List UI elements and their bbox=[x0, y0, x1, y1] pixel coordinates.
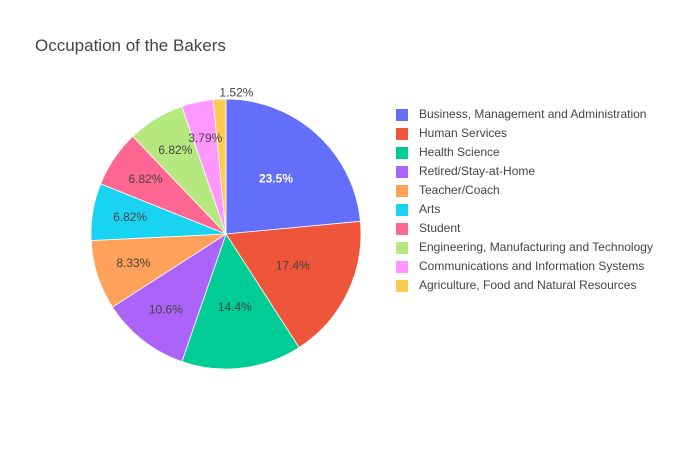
slice-label: 6.82% bbox=[113, 210, 147, 224]
legend-label[interactable]: Retired/Stay-at-Home bbox=[419, 164, 535, 178]
legend-swatch[interactable] bbox=[396, 185, 408, 197]
slice-label: 3.79% bbox=[188, 131, 222, 145]
slice-label: 1.52% bbox=[219, 85, 253, 99]
slice-label: 14.4% bbox=[218, 300, 252, 314]
legend-swatch[interactable] bbox=[396, 147, 408, 159]
slice-label: 8.33% bbox=[116, 256, 150, 270]
pie-slice[interactable] bbox=[225, 98, 361, 235]
legend: Business, Management and Administration H… bbox=[396, 107, 653, 292]
legend-swatch[interactable] bbox=[396, 128, 408, 140]
pie-slice[interactable] bbox=[212, 98, 227, 235]
slice-label: 17.4% bbox=[276, 259, 310, 273]
slice-label: 23.5% bbox=[259, 171, 293, 185]
legend-label[interactable]: Student bbox=[419, 221, 461, 235]
chart-title: Occupation of the Bakers bbox=[35, 36, 226, 55]
legend-swatch[interactable] bbox=[396, 242, 408, 254]
pie-slice[interactable] bbox=[181, 233, 300, 370]
slice-labels: 23.5% 17.4% 14.4% 10.6% 8.33% 6.82% 6.82% 6.82%… bbox=[113, 85, 310, 316]
legend-label[interactable]: Engineering, Manufacturing and Technolog… bbox=[419, 240, 653, 254]
pie-slice[interactable] bbox=[225, 220, 362, 349]
legend-label[interactable]: Human Services bbox=[419, 126, 507, 140]
legend-label[interactable]: Business, Management and Administration bbox=[419, 107, 646, 121]
legend-swatch[interactable] bbox=[396, 109, 408, 121]
slice-label: 6.82% bbox=[158, 143, 192, 157]
legend-swatch[interactable] bbox=[396, 223, 408, 235]
legend-label[interactable]: Arts bbox=[419, 202, 440, 216]
pie-slice[interactable] bbox=[111, 233, 227, 363]
pie-group bbox=[90, 98, 362, 370]
legend-swatch[interactable] bbox=[396, 166, 408, 178]
legend-label[interactable]: Health Science bbox=[419, 145, 500, 159]
slice-label: 10.6% bbox=[149, 303, 183, 317]
legend-swatch[interactable] bbox=[396, 280, 408, 292]
slice-label: 6.82% bbox=[128, 172, 162, 186]
legend-swatch[interactable] bbox=[396, 204, 408, 216]
legend-label[interactable]: Communications and Information Systems bbox=[419, 259, 644, 273]
legend-label[interactable]: Teacher/Coach bbox=[419, 183, 500, 197]
legend-swatch[interactable] bbox=[396, 261, 408, 273]
legend-label[interactable]: Agriculture, Food and Natural Resources bbox=[419, 278, 636, 292]
